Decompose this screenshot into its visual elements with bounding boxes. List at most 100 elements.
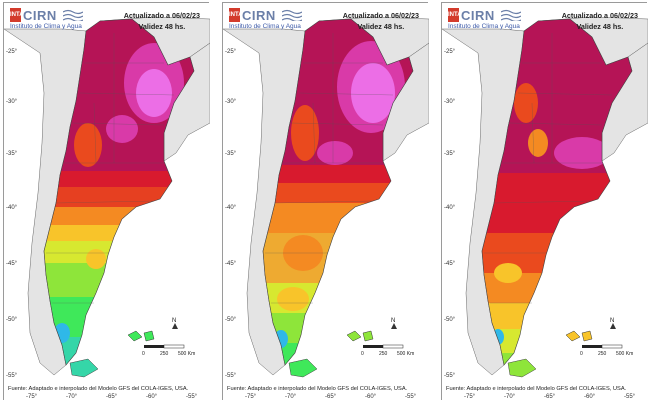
- malvinas-islands: [565, 330, 593, 342]
- argentina-border: [43, 18, 195, 366]
- north-arrow-label: N: [172, 318, 176, 324]
- lat-tick: -45°: [225, 261, 237, 267]
- waves-icon: [501, 9, 521, 21]
- lat-tick: -45°: [444, 261, 456, 267]
- lat-tick: -55°: [6, 373, 18, 379]
- province-borders: [265, 33, 394, 304]
- lon-tick: -55°: [405, 394, 417, 400]
- updated-date: Actualizado a 06/02/23: [342, 11, 419, 20]
- lat-tick: -40°: [6, 205, 18, 211]
- logo-name: CIRN: [461, 8, 495, 23]
- lon-tick: -60°: [584, 394, 596, 400]
- longitude-ticks: -75° -70° -65° -60° -55°: [464, 394, 636, 400]
- longitude-ticks: -75° -70° -65° -60° -55°: [245, 394, 417, 400]
- map-header: Actualizado a 06/02/23 Validez 48 hs.: [343, 10, 419, 32]
- north-arrow-label: N: [391, 318, 395, 324]
- temperature-map-2: N 0 250 500 Km -25° -30° -35° -40° -45° …: [223, 3, 429, 401]
- waves-icon: [63, 9, 83, 21]
- tierra-del-fuego: [507, 358, 537, 378]
- lat-tick: -25°: [444, 49, 456, 55]
- tierra-del-fuego: [69, 358, 99, 378]
- temperature-map-1: N 0 250 500 Km -25° -30° -35° -40° -45° …: [4, 3, 210, 401]
- waves-icon: [282, 9, 302, 21]
- logo-subtitle: Instituto de Clima y Agua: [229, 23, 301, 30]
- lat-tick: -35°: [6, 151, 18, 157]
- updated-date: Actualizado a 06/02/23: [561, 11, 638, 20]
- map-panel-1: N 0 250 500 Km -25° -30° -35° -40° -45° …: [3, 2, 210, 401]
- scale-bar-light: [163, 344, 185, 349]
- lat-tick: -35°: [444, 151, 456, 157]
- inta-badge: INTA: [10, 8, 24, 22]
- lon-tick: -70°: [504, 394, 516, 400]
- north-arrow-icon: [610, 323, 616, 329]
- inta-badge: INTA: [229, 8, 243, 22]
- lon-tick: -55°: [624, 394, 636, 400]
- province-borders: [46, 33, 175, 304]
- latitude-ticks: -25° -30° -35° -40° -45° -50° -55°: [6, 49, 18, 379]
- argentina-border: [481, 18, 633, 366]
- source-note: Fuente: Adaptado e interpolado del Model…: [446, 386, 627, 392]
- lat-tick: -50°: [444, 317, 456, 323]
- lon-tick: -75°: [464, 394, 476, 400]
- logo-subtitle: Instituto de Clima y Agua: [448, 23, 520, 30]
- tierra-del-fuego: [288, 358, 318, 378]
- scale-label-mid: 250: [379, 351, 388, 357]
- scale-label-end: 500 Km: [178, 351, 195, 357]
- scale-label-mid: 250: [160, 351, 169, 357]
- scale-bar-dark: [363, 345, 383, 348]
- lon-tick: -60°: [365, 394, 377, 400]
- lon-tick: -55°: [186, 394, 198, 400]
- north-arrow-icon: [391, 323, 397, 329]
- inta-badge: INTA: [448, 8, 462, 22]
- validity: Validez 48 hs.: [576, 22, 624, 31]
- map-header: Actualizado a 06/02/23 Validez 48 hs.: [124, 10, 200, 32]
- source-note: Fuente: Adaptado e interpolado del Model…: [8, 386, 189, 392]
- map-header: Actualizado a 06/02/23 Validez 48 hs.: [562, 10, 638, 32]
- map-panel-2: N 0 250 500 Km -25° -30° -35° -40° -45° …: [222, 2, 429, 401]
- scale-bar-light: [601, 344, 623, 349]
- lat-tick: -25°: [225, 49, 237, 55]
- updated-date: Actualizado a 06/02/23: [123, 11, 200, 20]
- lat-tick: -35°: [225, 151, 237, 157]
- scale-bar-light: [382, 344, 404, 349]
- latitude-ticks: -25° -30° -35° -40° -45° -50° -55°: [225, 49, 237, 379]
- lat-tick: -40°: [225, 205, 237, 211]
- province-borders: [484, 33, 613, 304]
- malvinas-islands: [346, 330, 374, 342]
- lat-tick: -30°: [225, 99, 237, 105]
- latitude-ticks: -25° -30° -35° -40° -45° -50° -55°: [444, 49, 456, 379]
- argentina-border: [262, 18, 414, 366]
- scale-label-end: 500 Km: [616, 351, 633, 357]
- lon-tick: -65°: [325, 394, 337, 400]
- validity: Validez 48 hs.: [357, 22, 405, 31]
- lat-tick: -50°: [225, 317, 237, 323]
- lat-tick: -50°: [6, 317, 18, 323]
- lon-tick: -70°: [66, 394, 78, 400]
- scale-label-mid: 250: [598, 351, 607, 357]
- scale-label-end: 500 Km: [397, 351, 414, 357]
- lat-tick: -30°: [444, 99, 456, 105]
- lat-tick: -55°: [444, 373, 456, 379]
- scale-label-zero: 0: [361, 351, 364, 357]
- lon-tick: -65°: [106, 394, 118, 400]
- scale-bar-dark: [144, 345, 164, 348]
- source-note: Fuente: Adaptado e interpolado del Model…: [227, 386, 408, 392]
- temperature-map-3: N 0 250 500 Km -25° -30° -35° -40° -45° …: [442, 3, 648, 401]
- scale-bar-dark: [582, 345, 602, 348]
- longitude-ticks: -75° -70° -65° -60° -55°: [26, 394, 198, 400]
- lat-tick: -45°: [6, 261, 18, 267]
- lon-tick: -65°: [544, 394, 556, 400]
- lon-tick: -60°: [146, 394, 158, 400]
- logo-subtitle: Instituto de Clima y Agua: [10, 23, 82, 30]
- lon-tick: -70°: [285, 394, 297, 400]
- scale-label-zero: 0: [580, 351, 583, 357]
- map-panel-3: N 0 250 500 Km -25° -30° -35° -40° -45° …: [441, 2, 648, 401]
- logo-name: CIRN: [242, 8, 276, 23]
- malvinas-islands: [127, 330, 155, 342]
- validity: Validez 48 hs.: [138, 22, 186, 31]
- lat-tick: -55°: [225, 373, 237, 379]
- north-arrow-label: N: [610, 318, 614, 324]
- lon-tick: -75°: [245, 394, 257, 400]
- logo-name: CIRN: [23, 8, 57, 23]
- lat-tick: -30°: [6, 99, 18, 105]
